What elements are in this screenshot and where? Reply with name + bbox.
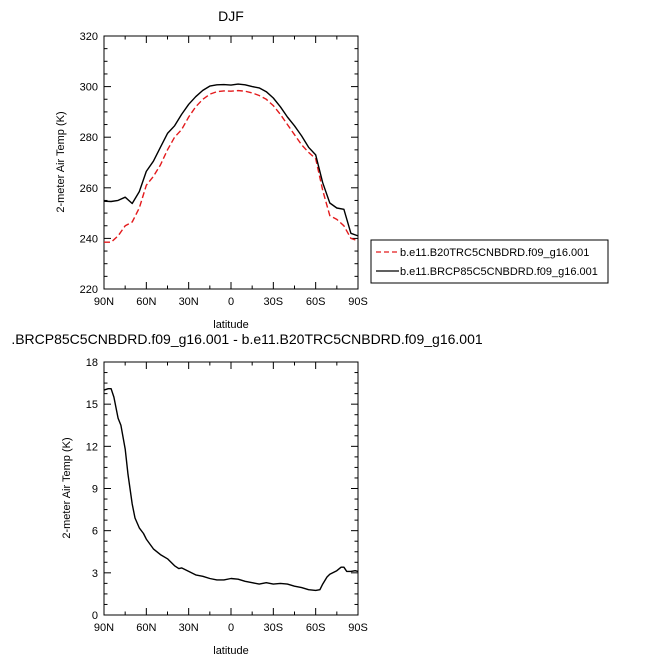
bottom-y-tick-label: 12: [86, 441, 98, 453]
top-series-line-2: [103, 83, 359, 237]
top-x-tick-label: 0: [228, 296, 234, 308]
bottom-x-tick-label: 0: [228, 622, 234, 634]
bottom-chart-title: .BRCP85C5CNBDRD.f09_g16.001 - b.e11.B20T…: [11, 331, 483, 347]
bottom-x-tick-label: 30N: [179, 622, 199, 634]
bottom-y-tick-label: 3: [92, 568, 98, 580]
bottom-x-tick-label: 60S: [306, 622, 326, 634]
bottom-y-tick-label: 9: [92, 484, 98, 496]
bottom-x-axis-label: latitude: [213, 645, 248, 657]
legend-box: [370, 239, 609, 284]
bottom-y-tick-label: 15: [86, 399, 98, 411]
bottom-plot-frame: [103, 361, 359, 616]
legend-label-rcp85: b.e11.BRCP85C5CNBDRD.f09_g16.001: [400, 266, 598, 278]
top-chart-panel: DJF 90N 60N 30N 0 30S 60S 90S 220 240 260 280 300 32…: [55, 8, 609, 331]
bottom-x-tick-label: 90S: [348, 622, 368, 634]
top-y-tick-label: 320: [80, 31, 98, 43]
top-x-tick-label: 30S: [264, 296, 284, 308]
top-x-tick-label: 60S: [306, 296, 326, 308]
top-y-tick-label: 220: [80, 284, 98, 296]
bottom-x-tick-label: 90N: [94, 622, 114, 634]
top-x-tick-label: 90N: [94, 296, 114, 308]
top-axis-ticks: 90N 60N 30N 0 30S 60S 90S 220 240 260 280 300 320: [80, 31, 368, 308]
top-series-group: [103, 83, 359, 243]
top-x-tick-label: 30N: [179, 296, 199, 308]
legend: b.e11.B20TRC5CNBDRD.f09_g16.001 b.e11.BR…: [370, 239, 609, 284]
top-y-axis-label: 2-meter Air Temp (K): [55, 111, 67, 212]
bottom-x-tick-label: 60N: [136, 622, 156, 634]
top-x-tick-label: 90S: [348, 296, 368, 308]
bottom-x-tick-label: 30S: [264, 622, 284, 634]
bottom-y-tick-label: 6: [92, 526, 98, 538]
bottom-series-group: [103, 388, 359, 592]
top-y-tick-label: 300: [80, 82, 98, 94]
bottom-y-axis-label: 2-meter Air Temp (K): [61, 437, 73, 538]
top-y-tick-label: 280: [80, 132, 98, 144]
top-x-tick-label: 60N: [136, 296, 156, 308]
bottom-chart-panel: .BRCP85C5CNBDRD.f09_g16.001 - b.e11.B20T…: [11, 331, 483, 657]
top-y-tick-label: 260: [80, 183, 98, 195]
top-plot-frame: [103, 35, 359, 290]
bottom-axis-ticks: 90N 60N 30N 0 30S 60S 90S 0 3 6 9 12 15 18: [86, 357, 368, 634]
bottom-y-tick-label: 0: [92, 610, 98, 622]
top-x-axis-label: latitude: [213, 319, 248, 331]
legend-label-historical: b.e11.B20TRC5CNBDRD.f09_g16.001: [400, 247, 589, 259]
bottom-y-tick-label: 18: [86, 357, 98, 369]
top-chart-title: DJF: [218, 8, 244, 24]
top-series-line-1: [104, 89, 359, 243]
bottom-series-line-1: [103, 388, 359, 592]
top-y-tick-label: 240: [80, 233, 98, 245]
